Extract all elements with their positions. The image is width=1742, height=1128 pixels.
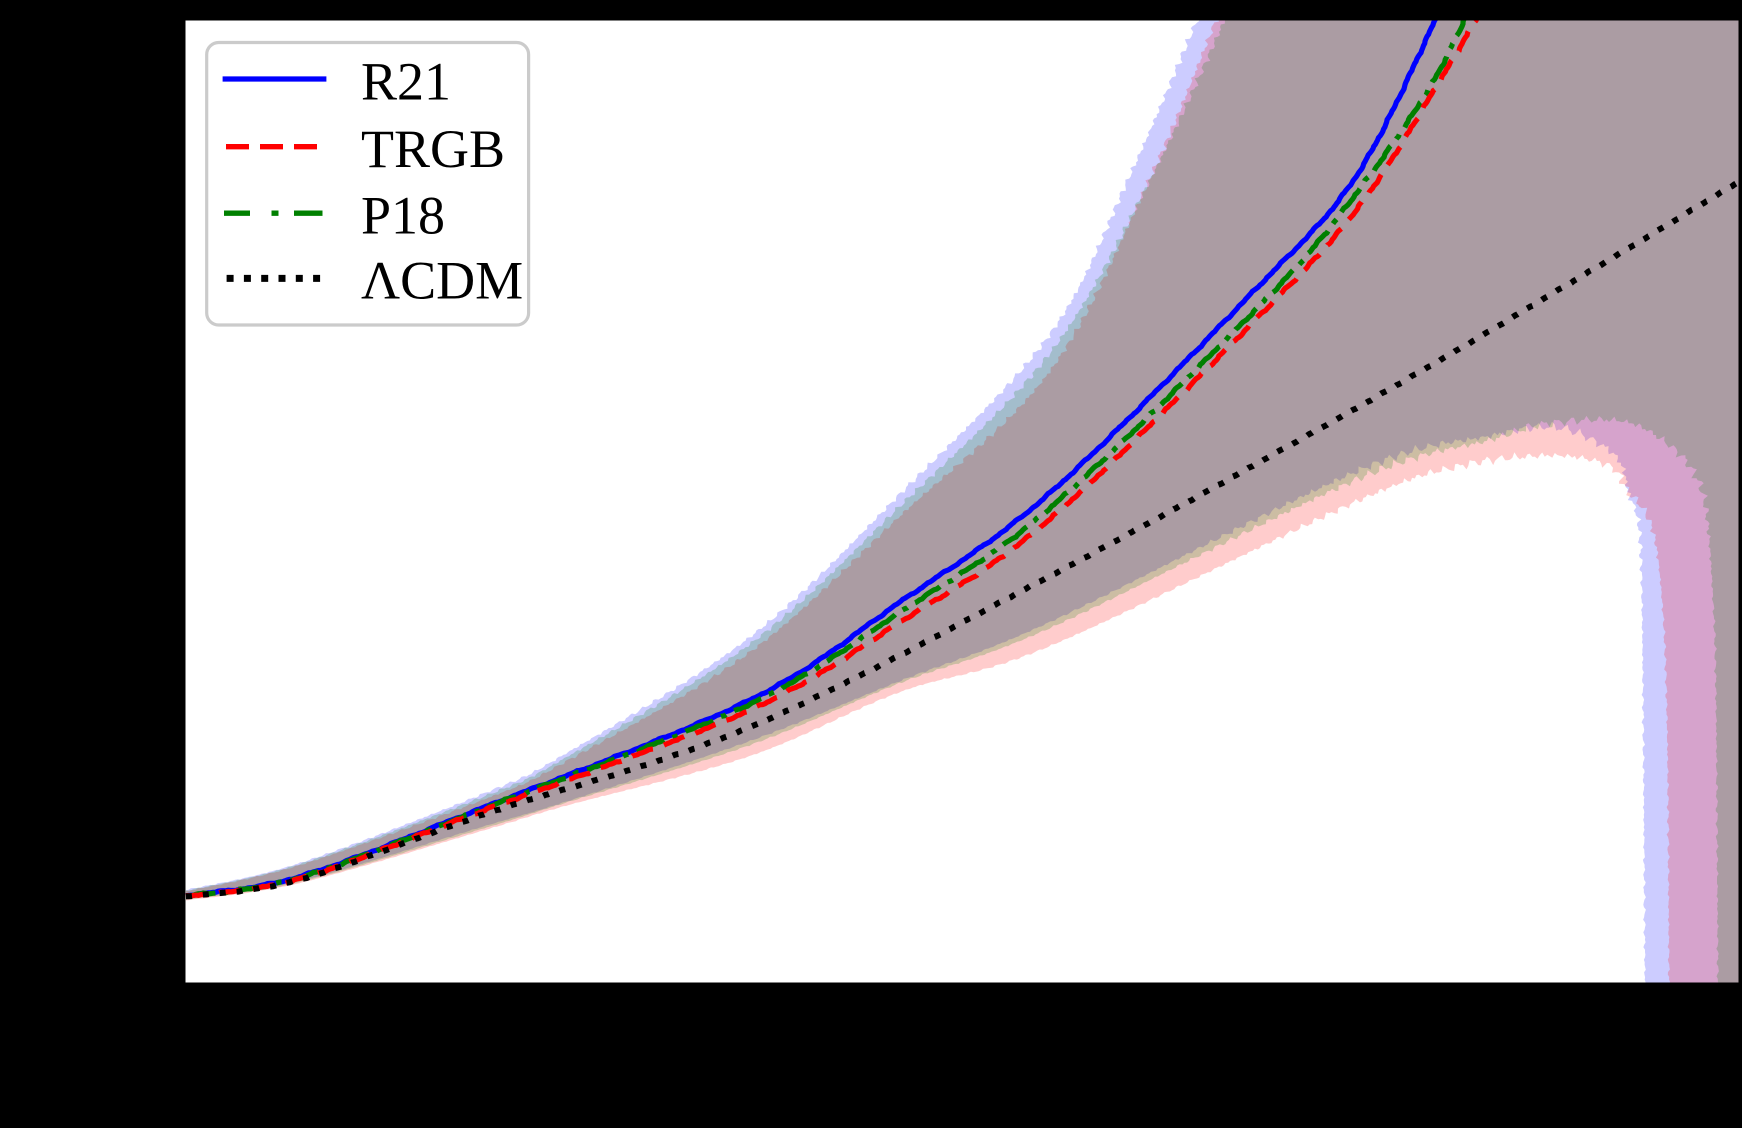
svg-text:ΛCDM: ΛCDM [361, 251, 523, 311]
svg-text:R21: R21 [361, 51, 451, 111]
svg-text:P18: P18 [361, 186, 445, 246]
svg-text:TRGB: TRGB [361, 119, 505, 179]
